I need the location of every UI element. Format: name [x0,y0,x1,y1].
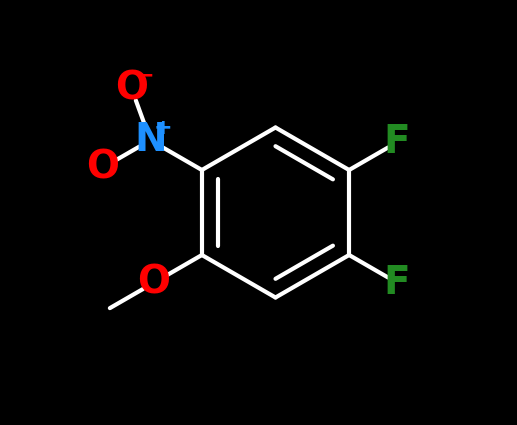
Text: O: O [86,149,119,187]
Text: F: F [384,123,410,162]
Text: F: F [384,264,410,302]
Text: +: + [154,117,173,138]
Text: O: O [115,69,148,108]
Text: N: N [134,121,166,159]
Text: −: − [136,65,155,85]
Text: O: O [138,264,171,302]
